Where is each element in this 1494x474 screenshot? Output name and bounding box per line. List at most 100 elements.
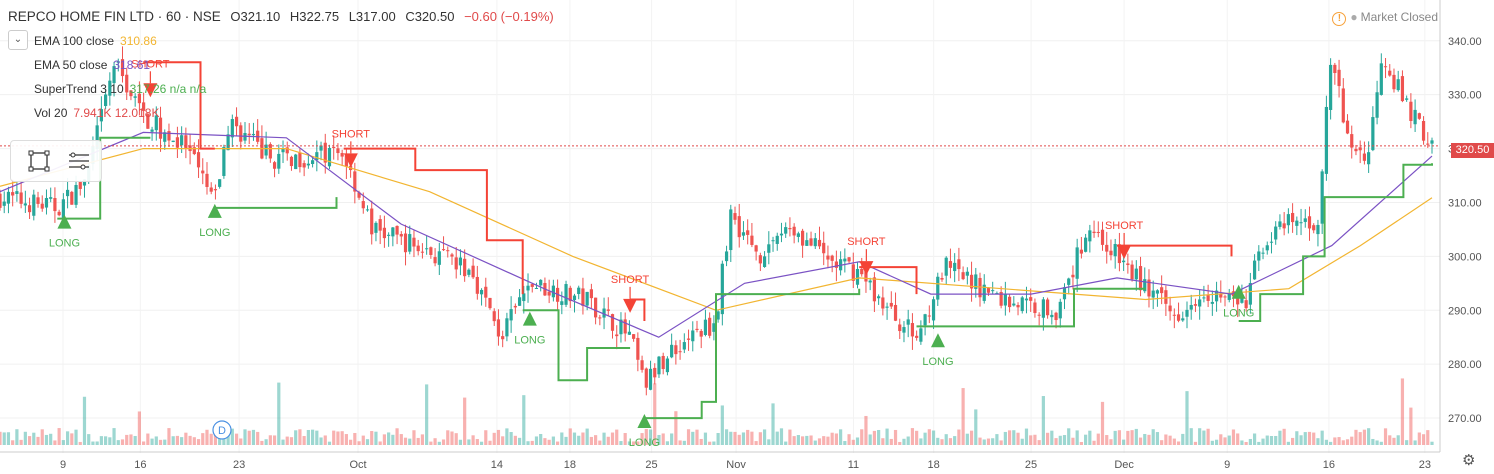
volume-bar	[129, 434, 133, 445]
volume-bar	[1117, 430, 1122, 445]
candle-body	[501, 336, 505, 340]
ema50-line	[0, 131, 1433, 338]
candle-body	[1375, 92, 1379, 118]
volume-bar	[192, 437, 196, 445]
volume-bar	[158, 439, 163, 445]
candle-body	[1337, 69, 1341, 87]
indicator-ema50[interactable]: EMA 50 close 318.61	[34, 58, 150, 72]
x-tick-label: 9	[1224, 459, 1230, 471]
candle-body	[154, 115, 158, 131]
volume-bar	[1198, 428, 1202, 445]
volume-bar	[471, 435, 475, 445]
volume-bar	[19, 439, 23, 445]
indicator-supertrend[interactable]: SuperTrend 3 10 317.26 n/a n/a	[34, 82, 206, 96]
candle-body	[11, 192, 15, 196]
candle-body	[695, 328, 699, 330]
volume-bar	[306, 429, 310, 445]
supertrend-long-line	[1238, 163, 1433, 322]
volume-bar	[1189, 428, 1193, 445]
candle-body	[1126, 263, 1130, 266]
volume-bar	[70, 433, 74, 445]
candle-body	[488, 297, 492, 309]
dividend-marker-icon[interactable]	[212, 420, 232, 440]
volume-bar	[120, 439, 125, 445]
candle-body	[361, 201, 365, 209]
candle-body	[323, 142, 327, 163]
candle-body	[1409, 101, 1413, 121]
market-status[interactable]: ! ● Market Closed	[1332, 10, 1438, 26]
candle-body	[940, 278, 944, 280]
symbol-title[interactable]: REPCO HOME FIN LTD · 60 · NSE	[8, 9, 221, 24]
candle-body	[691, 330, 695, 342]
volume-bar	[243, 429, 247, 445]
candle-body	[205, 173, 209, 187]
candle-body	[564, 284, 568, 305]
volume-bar	[256, 431, 260, 445]
volume-bar	[1050, 430, 1054, 445]
volume-bar	[277, 382, 281, 445]
warning-icon: !	[1332, 12, 1347, 26]
volume-bar	[788, 429, 792, 445]
volume-bar	[746, 429, 750, 445]
candle-body	[1202, 297, 1206, 299]
volume-bar	[1084, 434, 1088, 445]
candle-body	[1012, 303, 1016, 306]
candle-body	[594, 297, 598, 318]
candle-body	[251, 133, 256, 136]
candle-body	[746, 230, 750, 235]
candle-body	[112, 66, 116, 84]
volume-bar	[1409, 407, 1413, 445]
volume-bar	[1430, 441, 1434, 445]
rectangle-tool-icon[interactable]	[25, 147, 53, 175]
indicator-ema100[interactable]: EMA 100 close 310.86	[34, 34, 157, 48]
volume-bar	[830, 432, 834, 445]
candle-body	[201, 170, 205, 174]
candle-body	[889, 302, 893, 307]
indicator-volume[interactable]: Vol 20 7.941K 12.018K	[34, 106, 159, 120]
x-tick-label: 25	[1025, 459, 1037, 471]
volume-bar	[1113, 430, 1117, 445]
candle-body	[632, 334, 636, 339]
volume-bar	[957, 429, 961, 445]
candle-body	[881, 297, 885, 309]
menu-lines-icon[interactable]	[65, 147, 93, 175]
y-tick-label: 270.00	[1448, 413, 1482, 425]
long-signal-label: LONG	[922, 356, 953, 368]
candle-body	[1405, 98, 1409, 100]
candle-body	[750, 235, 754, 245]
volume-bar	[1037, 440, 1041, 445]
volume-bar	[1345, 439, 1350, 445]
volume-bar	[602, 432, 606, 445]
short-signal-arrow	[143, 83, 158, 98]
candle-body	[180, 135, 184, 146]
volume-bar	[767, 439, 771, 445]
volume-bar	[716, 433, 720, 445]
candle-body	[437, 251, 441, 265]
candle-body	[458, 257, 463, 266]
volume-bar	[1426, 430, 1430, 445]
volume-bar	[640, 433, 644, 445]
candle-body	[644, 368, 648, 388]
volume-bar	[11, 440, 15, 445]
volume-bar	[648, 429, 653, 445]
symbol-header: REPCO HOME FIN LTD · 60 · NSE O321.10 H3…	[8, 9, 560, 24]
volume-bar	[1303, 432, 1307, 445]
candle-body	[6, 191, 11, 204]
candle-body	[108, 80, 112, 96]
candle-body	[678, 351, 682, 353]
settings-gear-icon[interactable]: ⚙	[1462, 452, 1476, 469]
volume-bar	[104, 436, 108, 445]
collapse-chevron-icon[interactable]: ⌄	[8, 30, 28, 50]
volume-bar	[1257, 441, 1261, 445]
candle-body	[226, 134, 230, 151]
candle-body	[496, 319, 501, 337]
candle-body	[289, 156, 294, 167]
volume-bar	[327, 441, 332, 445]
volume-bar	[23, 431, 27, 445]
volume-bar	[268, 435, 272, 445]
volume-bar	[1388, 435, 1392, 445]
candle-body	[247, 133, 251, 136]
volume-bar	[196, 439, 201, 445]
candle-body	[230, 119, 234, 138]
